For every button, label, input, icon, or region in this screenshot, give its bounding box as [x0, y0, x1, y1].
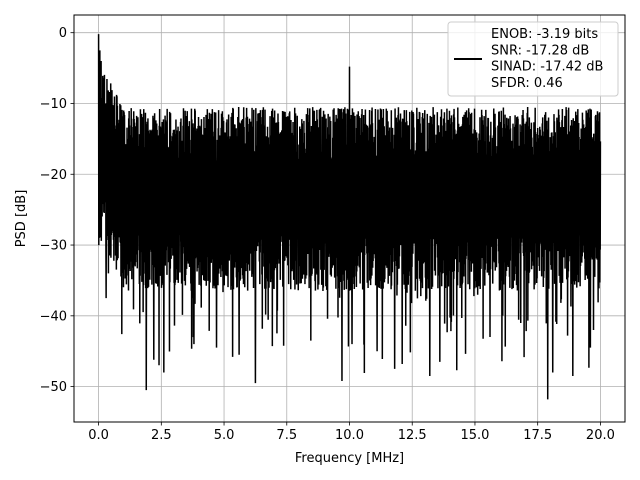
- legend-entry-line: SFDR: 0.46: [491, 76, 563, 91]
- legend-box: [447, 21, 619, 97]
- y-tick-label: −10: [40, 97, 67, 112]
- psd-series-line: [97, 34, 602, 400]
- y-tick-label: −40: [40, 309, 67, 324]
- x-axis-ticks: 0.0 2.5 5.0 7.5 10.0 12.5 15.0 17.5 20.0: [88, 422, 615, 443]
- x-tick-label: 12.5: [398, 428, 427, 443]
- y-tick-label: −30: [40, 239, 67, 254]
- y-tick-label: −50: [40, 380, 67, 395]
- legend-entry-line: SNR: -17.28 dB: [491, 43, 589, 58]
- series-line-group: [97, 34, 602, 400]
- x-tick-label: 5.0: [214, 428, 235, 443]
- x-axis-label: Frequency [MHz]: [295, 451, 404, 466]
- y-tick-label: −20: [40, 168, 67, 183]
- y-axis-ticks: 0 −10 −20 −30 −40 −50: [40, 26, 74, 395]
- x-tick-label: 15.0: [460, 428, 489, 443]
- legend-entry-line: SINAD: -17.42 dB: [491, 60, 603, 75]
- x-tick-label: 0.0: [88, 428, 109, 443]
- y-axis-label: PSD [dB]: [14, 190, 29, 248]
- legend-entry-text: ENOB: -3.19 bits SNR: -17.28 dB SINAD: -17…: [491, 27, 603, 91]
- x-tick-label: 17.5: [523, 428, 552, 443]
- legend: ENOB: -3.19 bits SNR: -17.28 dB SINAD: -17…: [447, 21, 619, 97]
- legend-entry-line: ENOB: -3.19 bits: [491, 27, 598, 42]
- x-tick-label: 20.0: [586, 428, 615, 443]
- x-tick-label: 2.5: [151, 428, 172, 443]
- x-tick-label: 7.5: [276, 428, 297, 443]
- y-tick-label: 0: [59, 26, 67, 41]
- x-tick-label: 10.0: [335, 428, 364, 443]
